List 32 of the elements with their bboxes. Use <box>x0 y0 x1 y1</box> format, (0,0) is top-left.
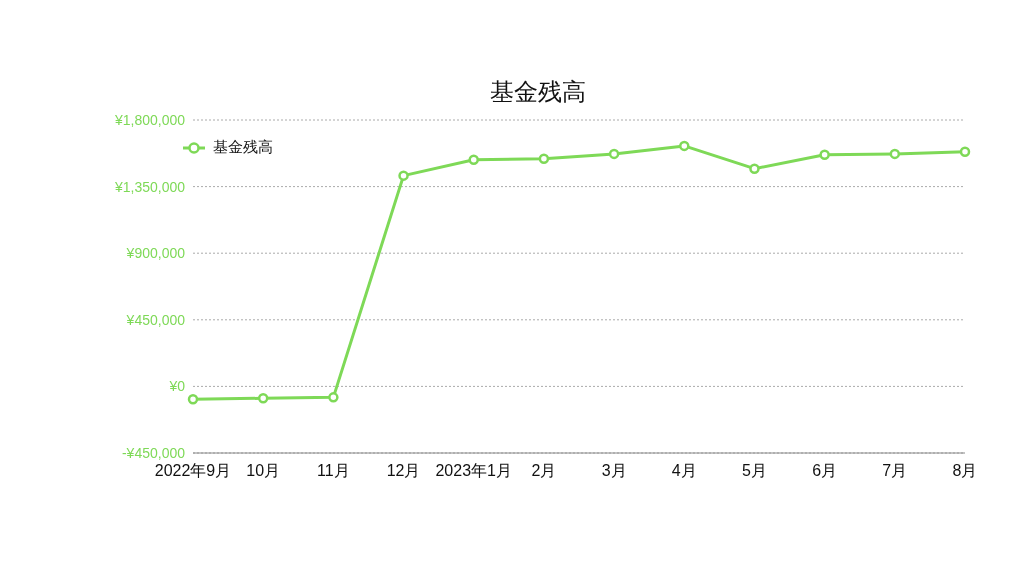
x-tick-label: 2023年1月 <box>435 462 512 480</box>
x-tick-label: 4月 <box>671 462 697 480</box>
point <box>679 140 690 152</box>
point <box>187 394 199 405</box>
x-tick-label: 2月 <box>531 462 557 480</box>
point <box>398 170 409 181</box>
legend-label: 基金残高 <box>213 138 273 157</box>
x-tick-label: 8月 <box>952 462 978 480</box>
point <box>328 392 339 403</box>
point <box>889 148 901 160</box>
chart-title: 基金残高 <box>489 77 587 107</box>
x-tick-label: 11月 <box>317 462 350 480</box>
x-tick-label: 6月 <box>812 462 838 480</box>
point <box>749 163 760 174</box>
x-tick-label: 5月 <box>742 462 767 480</box>
x-tick-label: 7月 <box>882 462 908 480</box>
x-tick-label: 2022年9月 <box>154 462 232 480</box>
y-tick-label: -¥450,000 <box>121 444 186 461</box>
point <box>468 154 479 166</box>
point <box>959 146 971 158</box>
y-tick-label: ¥1,800,000 <box>113 111 186 128</box>
point <box>257 392 269 404</box>
x-tick-label: 10月 <box>246 462 281 480</box>
point <box>608 148 620 160</box>
x-tick-label: 3月 <box>601 462 627 480</box>
y-tick-label: ¥0 <box>168 378 186 395</box>
x-tick-label: 12月 <box>386 462 421 480</box>
point <box>538 153 550 165</box>
y-tick-label: ¥450,000 <box>125 311 186 328</box>
y-tick-label: ¥1,350,000 <box>113 178 186 195</box>
y-tick-label: ¥900,000 <box>125 245 186 262</box>
point <box>819 149 830 161</box>
